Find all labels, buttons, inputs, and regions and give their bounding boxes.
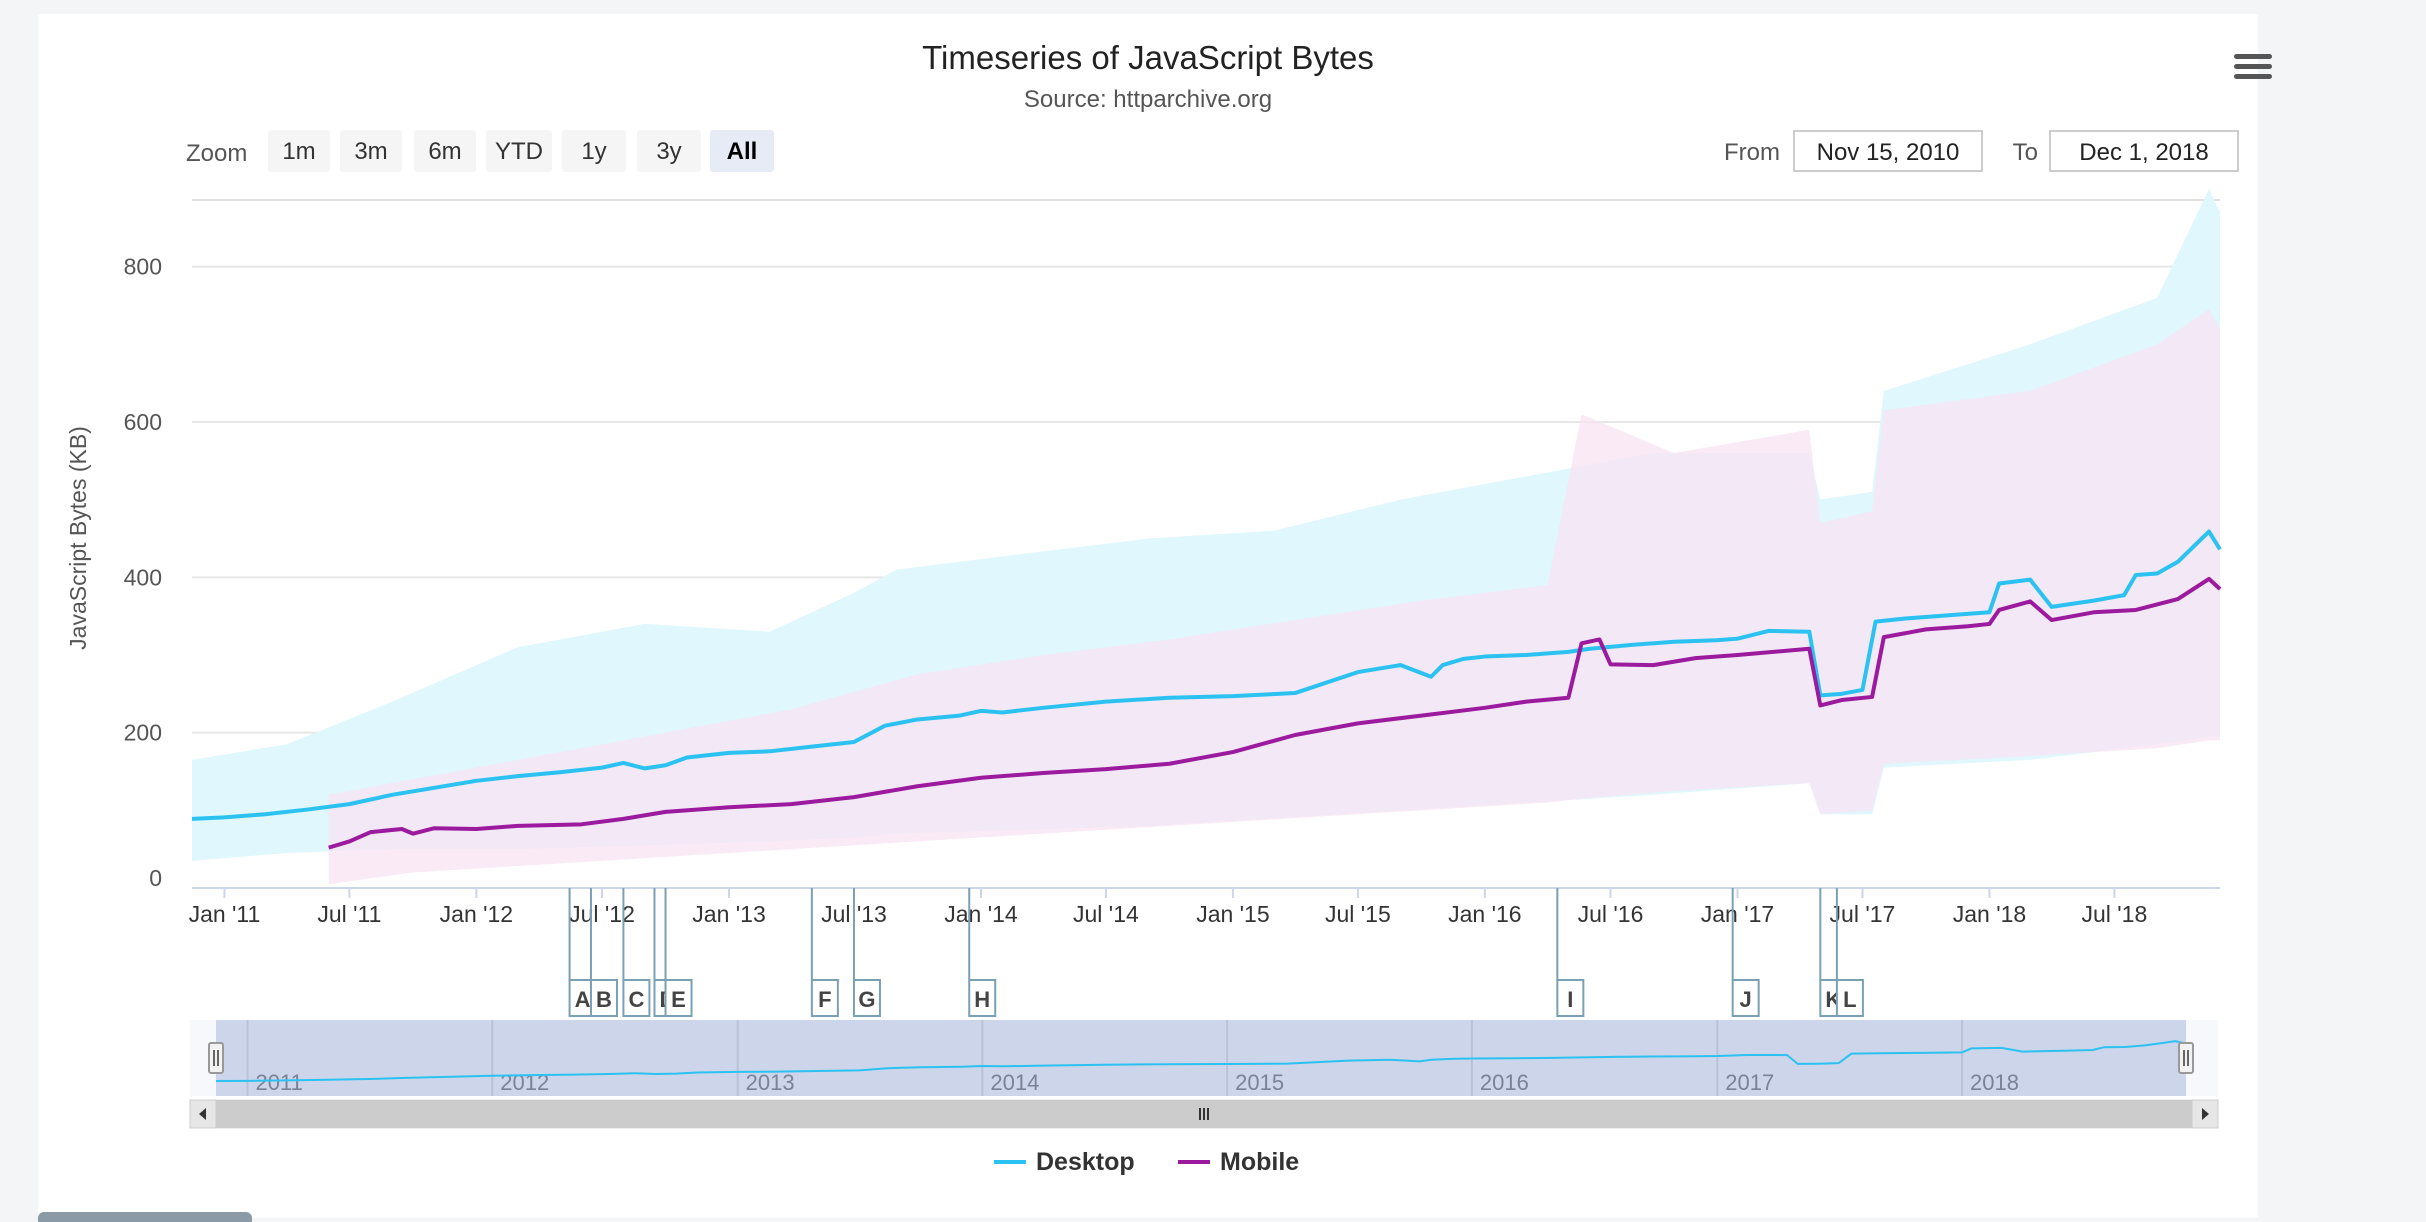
flag-label: H: [974, 987, 990, 1012]
x-tick-label: Jul '12: [569, 901, 635, 927]
x-tick-label: Jan '11: [189, 901, 261, 927]
legend-item-mobile: Mobile: [1220, 1148, 1299, 1176]
to-label: To: [2013, 139, 2038, 166]
y-axis-title: JavaScript Bytes (KB): [65, 426, 91, 650]
flag-label: C: [628, 987, 644, 1012]
flag-I[interactable]: [1556, 979, 1585, 1017]
flag-label: E: [671, 987, 686, 1012]
navigator-year-label: 2012: [500, 1070, 549, 1095]
flag-label: F: [818, 987, 831, 1012]
flag-G[interactable]: [852, 979, 881, 1017]
zoom-button-ytd[interactable]: [486, 130, 552, 172]
zoom-button-1m[interactable]: [268, 130, 330, 172]
navigator-year-label: 2016: [1480, 1070, 1529, 1095]
y-tick-label: 0: [149, 865, 162, 891]
from-date-value: Nov 15, 2010: [1817, 139, 1960, 166]
navigator-year-label: 2013: [746, 1070, 795, 1095]
x-tick-label: Jan '14: [944, 901, 1018, 927]
y-tick-label: 200: [124, 720, 162, 746]
flag-label: B: [596, 987, 612, 1012]
navigator-handle[interactable]: [208, 1042, 224, 1074]
to-date-value: Dec 1, 2018: [2079, 139, 2208, 166]
navigator-year-label: 2014: [990, 1070, 1039, 1095]
zoom-button-3y[interactable]: [637, 130, 701, 172]
chart-subtitle: Source: httparchive.org: [1024, 86, 1272, 113]
navigator-year-label: 2017: [1725, 1070, 1774, 1095]
navigator-year-label: 2011: [256, 1070, 303, 1095]
flag-label: G: [858, 987, 875, 1012]
x-tick-label: Jul '18: [2082, 901, 2148, 927]
flag-L[interactable]: [1835, 979, 1864, 1017]
from-label: From: [1724, 139, 1780, 166]
from-date-input[interactable]: [1793, 130, 1983, 172]
navigator-year-label: 2015: [1235, 1070, 1284, 1095]
chart-title: Timeseries of JavaScript Bytes: [922, 39, 1374, 76]
x-tick-label: Jan '13: [692, 901, 765, 927]
to-date-input[interactable]: [2049, 130, 2239, 172]
navigator-year-label: 2018: [1970, 1070, 2019, 1095]
zoom-button-all[interactable]: [710, 130, 774, 172]
zoom-button-label: 3y: [656, 138, 681, 165]
y-tick-label: 600: [124, 409, 162, 435]
zoom-button-label: 1m: [282, 138, 315, 165]
flag-H[interactable]: [968, 979, 997, 1017]
x-tick-label: Jan '17: [1701, 901, 1774, 927]
y-tick-label: 800: [124, 254, 162, 280]
flag-C[interactable]: [622, 979, 651, 1017]
zoom-button-label: 3m: [354, 138, 387, 165]
x-tick-label: Jul '15: [1325, 901, 1391, 927]
x-tick-label: Jul '17: [1830, 901, 1896, 927]
chevron-right-icon: [2202, 1108, 2209, 1120]
series-line-mobile: [328, 576, 2222, 850]
zoom-button-1y[interactable]: [562, 130, 626, 172]
legend-item-desktop: Desktop: [1036, 1148, 1135, 1176]
y-tick-label: 400: [124, 564, 162, 590]
zoom-button-label: 6m: [428, 138, 461, 165]
flag-label: I: [1567, 987, 1573, 1012]
zoom-button-3m[interactable]: [340, 130, 402, 172]
zoom-button-label: 1y: [581, 138, 606, 165]
navigator-handle[interactable]: [2178, 1042, 2194, 1074]
zoom-label: Zoom: [186, 140, 247, 167]
hamburger-menu-icon[interactable]: [2234, 54, 2272, 84]
chart-svg: Timeseries of JavaScript Bytes Source: ht…: [65, 39, 2239, 1176]
navigator-mask: [216, 1020, 2186, 1096]
bottom-tab-stub: [38, 1212, 252, 1222]
navigator-series-line: [215, 1040, 2187, 1083]
x-tick-label: Jan '15: [1196, 901, 1269, 927]
flag-label: A: [575, 987, 591, 1012]
flag-J[interactable]: [1731, 979, 1760, 1017]
range-area-mobile: [328, 309, 2220, 885]
flag-label: J: [1740, 987, 1752, 1012]
x-tick-label: Jan '18: [1953, 901, 2026, 927]
flag-E[interactable]: [664, 979, 693, 1017]
x-tick-label: Jul '14: [1073, 901, 1139, 927]
flag-label: L: [1843, 987, 1856, 1012]
flag-B[interactable]: [589, 979, 618, 1017]
x-tick-label: Jan '16: [1448, 901, 1521, 927]
chart-card: Timeseries of JavaScript Bytes Source: ht…: [38, 14, 2272, 1218]
zoom-button-6m[interactable]: [414, 130, 476, 172]
x-tick-label: Jan '12: [440, 901, 513, 927]
chevron-left-icon: [199, 1108, 206, 1120]
series-line-desktop: [191, 529, 2222, 821]
x-tick-label: Jul '16: [1578, 901, 1644, 927]
x-tick-label: Jul '11: [317, 901, 381, 927]
flag-F[interactable]: [810, 979, 839, 1017]
zoom-button-label: All: [727, 138, 758, 165]
zoom-button-label: YTD: [495, 138, 543, 165]
